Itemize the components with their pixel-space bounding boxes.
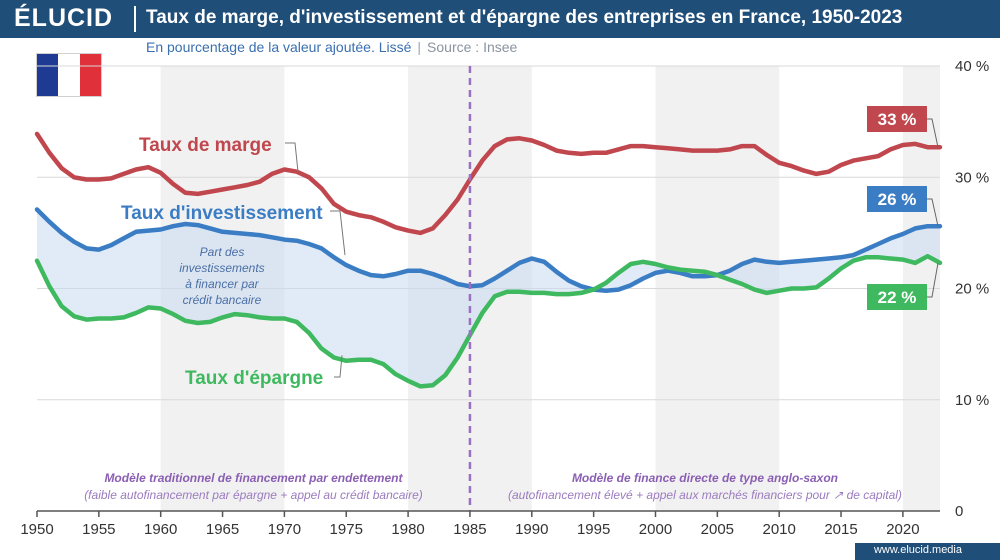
badge-epargne-bg bbox=[867, 284, 927, 310]
x-axis: 1950 1955 1960 1965 1970 1975 1980 1985 1990 1995… bbox=[20, 510, 940, 538]
chart-title: Taux de marge, d'investissement et d'épa… bbox=[146, 7, 903, 28]
subtitle-separator: | bbox=[417, 39, 422, 55]
badge-leader-1 bbox=[927, 198, 939, 227]
x-tick-label-1: 1955 bbox=[82, 521, 115, 538]
x-tick-label-6: 1980 bbox=[391, 521, 424, 538]
y-tick-label-4: 40 % bbox=[955, 58, 989, 75]
period-left-title: Modèle traditionnel de financement par e… bbox=[104, 471, 403, 485]
footer-url: www.elucid.media bbox=[873, 544, 962, 556]
area-credit-bancaire bbox=[37, 209, 940, 387]
area-label-line-2: investissements bbox=[179, 261, 264, 275]
y-tick-label-1: 10 % bbox=[955, 392, 989, 409]
france-flag-icon bbox=[37, 54, 101, 96]
x-tick-label-12: 2010 bbox=[763, 521, 796, 538]
x-tick-label-7: 1985 bbox=[453, 521, 486, 538]
logo-divider bbox=[134, 6, 136, 32]
label-taux-epargne: Taux d'épargne bbox=[185, 368, 323, 389]
x-tick-label-11: 2005 bbox=[701, 521, 734, 538]
subtitle-text: En pourcentage de la valeur ajoutée. Lis… bbox=[146, 39, 412, 55]
label-taux-de-marge: Taux de marge bbox=[139, 135, 272, 156]
flag-stripe-blue bbox=[37, 54, 59, 96]
header-bar: ÉLUCID Taux de marge, d'investissement e… bbox=[0, 0, 1000, 38]
period-right-desc: (autofinancement élevé + appel aux march… bbox=[508, 488, 902, 502]
line-taux-epargne bbox=[34, 253, 943, 389]
flag-stripe-white bbox=[58, 54, 80, 96]
badge-epargne-text: 22 % bbox=[878, 288, 917, 307]
y-axis: 0 10 % 20 % 30 % 40 % bbox=[955, 58, 989, 520]
x-tick-label-5: 1975 bbox=[330, 521, 363, 538]
line-taux-de-marge bbox=[34, 131, 943, 236]
period-right-title: Modèle de finance directe de type anglo-… bbox=[572, 471, 838, 485]
x-tick-label-2: 1960 bbox=[144, 521, 177, 538]
period-left-desc: (faible autofinancement par épargne + ap… bbox=[84, 488, 423, 502]
leader-invest bbox=[330, 210, 346, 256]
x-tick-label-8: 1990 bbox=[515, 521, 548, 538]
badge-invest-bg bbox=[867, 186, 927, 212]
badge-marge-bg bbox=[867, 106, 927, 132]
x-tick-label-0: 1950 bbox=[20, 521, 53, 538]
y-tick-label-0: 0 bbox=[955, 503, 963, 520]
shaded-area bbox=[37, 209, 940, 387]
line-taux-investissement bbox=[34, 207, 943, 293]
annotations: Taux de marge Taux d'investissement Taux… bbox=[84, 135, 902, 502]
flag-stripe-red bbox=[79, 54, 101, 96]
leader-marge bbox=[285, 142, 299, 172]
y-tick-label-2: 20 % bbox=[955, 281, 989, 298]
x-tick-label-3: 1965 bbox=[206, 521, 239, 538]
leader-epargne bbox=[334, 355, 343, 378]
x-tick-label-13: 2015 bbox=[824, 521, 857, 538]
x-tick-label-10: 2000 bbox=[639, 521, 672, 538]
badge-marge-text: 33 % bbox=[878, 110, 917, 129]
brand-logo: ÉLUCID bbox=[14, 4, 114, 32]
end-badges: 33 % 26 % 22 % bbox=[867, 106, 939, 310]
footer-bar bbox=[855, 543, 1000, 560]
area-label-line-1: Part des bbox=[200, 245, 245, 259]
badge-leader-2 bbox=[927, 262, 939, 298]
source-text: Source : Insee bbox=[427, 39, 518, 55]
label-taux-investissement: Taux d'investissement bbox=[121, 203, 323, 224]
series-lines bbox=[34, 131, 943, 389]
chart-subtitle: En pourcentage de la valeur ajoutée. Lis… bbox=[146, 39, 517, 55]
x-tick-label-14: 2020 bbox=[886, 521, 919, 538]
x-tick-label-4: 1970 bbox=[268, 521, 301, 538]
badge-leader-0 bbox=[927, 118, 939, 148]
area-label-line-3: à financer par bbox=[185, 277, 259, 291]
badge-invest-text: 26 % bbox=[878, 190, 917, 209]
area-label-line-4: crédit bancaire bbox=[183, 293, 262, 307]
x-tick-label-9: 1995 bbox=[577, 521, 610, 538]
y-tick-label-3: 30 % bbox=[955, 169, 989, 186]
